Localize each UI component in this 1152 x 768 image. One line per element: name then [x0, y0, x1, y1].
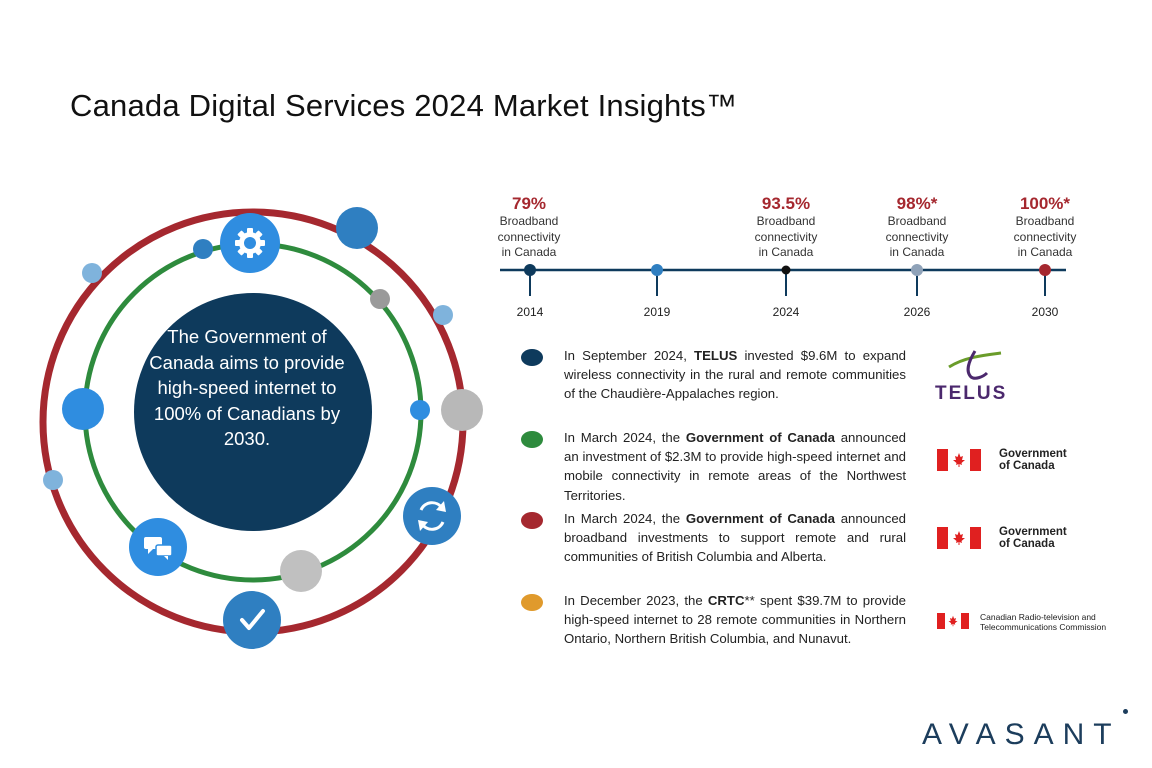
timeline-dot-2014: [524, 264, 536, 276]
timeline-label-2014: 79% Broadband connectivity in Canada: [469, 194, 589, 261]
timeline-desc: in Canada: [758, 245, 814, 259]
timeline-axis: [500, 264, 1066, 296]
timeline-value: 98%*: [896, 194, 938, 213]
news-text: announced broadband investments to suppo…: [564, 511, 906, 565]
news-bullet: [521, 349, 543, 366]
orbit-dot: [280, 550, 322, 592]
gear-icon: [220, 213, 280, 273]
timeline-desc: Broadband: [887, 214, 947, 228]
timeline-year: 2024: [772, 305, 800, 319]
news-item: In September 2024, TELUS invested $9.6M …: [564, 346, 906, 404]
timeline-year: 2026: [903, 305, 931, 319]
logo-line: Canadian Radio-television and: [980, 612, 1096, 622]
canada-flag-icon: [937, 527, 981, 549]
orbit-dot: [43, 470, 63, 490]
avasant-logo: AVASANT: [922, 718, 1121, 751]
timeline-value: 100%*: [1019, 194, 1071, 213]
news-text: In March 2024, the: [564, 430, 686, 445]
news-item: In December 2023, the CRTC** spent $39.7…: [564, 591, 906, 649]
timeline-dot-2024: [781, 265, 791, 275]
logo-line: of Canada: [999, 538, 1055, 550]
timeline-desc: connectivity: [885, 229, 949, 244]
brand-dot: [1123, 709, 1128, 714]
orbit-diagram: [39, 207, 483, 649]
news-bullet: [521, 594, 543, 611]
news-bullet: [521, 512, 543, 529]
logo-line: of Canada: [999, 460, 1055, 472]
timeline-year: 2019: [643, 305, 671, 319]
telus-logo: TELUS: [935, 383, 1008, 404]
orbit-dot: [433, 305, 453, 325]
timeline-value: 93.5%: [761, 194, 811, 213]
timeline-desc: connectivity: [1013, 229, 1077, 244]
orbit-dot: [62, 388, 104, 430]
news-text: In March 2024, the: [564, 511, 686, 526]
check-icon: [223, 591, 281, 649]
canada-flag-icon: [937, 613, 969, 629]
orbit-dot: [193, 239, 213, 259]
timeline-desc: in Canada: [501, 245, 557, 259]
timeline-year: 2030: [1031, 305, 1059, 319]
news-entity: Government of Canada: [685, 430, 836, 445]
timeline-desc: connectivity: [497, 229, 561, 244]
logo-line: Telecommunications Commission: [980, 622, 1107, 632]
timeline-dot-2030: [1039, 264, 1051, 276]
page-title: Canada Digital Services 2024 Market Insi…: [70, 88, 738, 123]
telus-logo-icon: [948, 350, 1002, 380]
timeline-desc: Broadband: [1015, 214, 1075, 228]
crtc-logo-text: Canadian Radio-television and Telecommun…: [980, 612, 1106, 632]
refresh-icon: [403, 487, 461, 545]
news-text: In September 2024,: [564, 348, 695, 363]
gov-logo-text: Government of Canada: [999, 526, 1067, 550]
orbit-dot: [82, 263, 102, 283]
timeline-label-2024: 93.5% Broadband connectivity in Canada: [726, 194, 846, 261]
timeline-year: 2014: [516, 305, 544, 319]
news-bullet: [521, 431, 543, 448]
news-item: In March 2024, the Government of Canada …: [564, 428, 906, 505]
center-circle: [134, 293, 372, 531]
timeline-label-2030: 100%* Broadband connectivity in Canada: [985, 194, 1105, 261]
orbit-dot: [410, 400, 430, 420]
timeline-desc: Broadband: [756, 214, 816, 228]
gov-logo-text: Government of Canada: [999, 448, 1067, 472]
logo-line: Government: [999, 526, 1067, 538]
timeline-dot-2026: [911, 264, 923, 276]
timeline-desc: Broadband: [499, 214, 559, 228]
news-entity: TELUS: [694, 348, 738, 363]
center-statement: The Government of Canada aims to provide…: [149, 326, 345, 449]
timeline-dot-2019: [651, 264, 663, 276]
timeline-desc: connectivity: [754, 229, 818, 244]
news-text: ** spent $39.7M to provide high-speed in…: [564, 593, 906, 647]
news-entity: CRTC: [707, 593, 745, 608]
logo-line: Government: [999, 448, 1067, 460]
timeline-value: 79%: [511, 194, 547, 213]
orbit-dot: [370, 289, 390, 309]
news-item: In March 2024, the Government of Canada …: [564, 509, 906, 567]
news-text: invested $9.6M to expand wireless connec…: [564, 348, 906, 402]
news-text: announced an investment of $2.3M to prov…: [564, 430, 906, 503]
chat-icon: [129, 518, 187, 576]
orbit-dot: [441, 389, 483, 431]
timeline-desc: in Canada: [889, 245, 945, 259]
timeline-label-2026: 98%* Broadband connectivity in Canada: [857, 194, 977, 261]
canada-flag-icon: [937, 449, 981, 471]
timeline-desc: in Canada: [1017, 245, 1073, 259]
news-text: In December 2023, the: [564, 593, 708, 608]
orbit-dot: [336, 207, 378, 249]
news-entity: Government of Canada: [685, 511, 836, 526]
